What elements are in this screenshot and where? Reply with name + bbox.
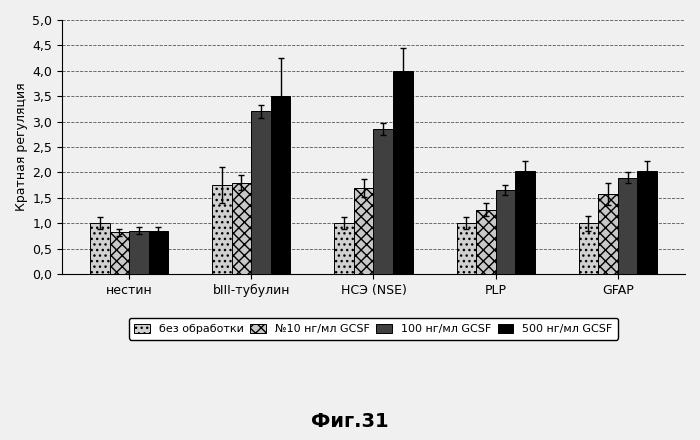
Bar — [476, 209, 496, 274]
Bar — [271, 96, 290, 274]
Bar — [393, 71, 412, 274]
Bar — [212, 185, 232, 274]
Bar — [579, 223, 598, 274]
Bar — [232, 183, 251, 274]
Text: Фиг.31: Фиг.31 — [312, 412, 388, 431]
Bar — [251, 111, 271, 274]
Bar — [335, 223, 354, 274]
Bar — [515, 172, 535, 274]
Bar — [90, 223, 109, 274]
Bar — [456, 223, 476, 274]
Bar — [354, 188, 373, 274]
Bar — [638, 172, 657, 274]
Bar — [598, 194, 618, 274]
Bar — [496, 190, 515, 274]
Bar — [109, 232, 129, 274]
Bar — [373, 129, 393, 274]
Bar — [148, 231, 168, 274]
Y-axis label: Кратная регуляция: Кратная регуляция — [15, 83, 28, 211]
Bar — [129, 231, 148, 274]
Bar — [618, 177, 638, 274]
Legend: без обработки, №10 нг/мл GCSF, 100 нг/мл GCSF, 500 нг/мл GCSF: без обработки, №10 нг/мл GCSF, 100 нг/мл… — [129, 318, 618, 340]
